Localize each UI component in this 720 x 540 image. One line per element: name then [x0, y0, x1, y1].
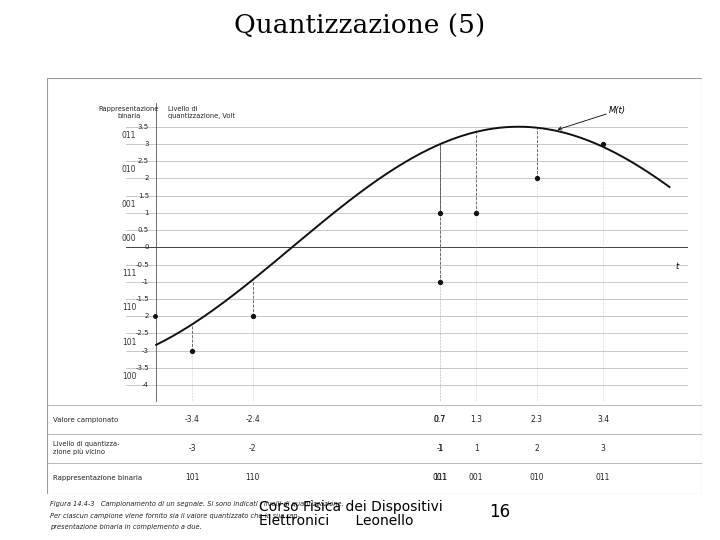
Text: -3: -3 — [189, 444, 197, 453]
Text: -3.4: -3.4 — [185, 415, 200, 424]
Text: 2: 2 — [145, 176, 149, 181]
Text: -3: -3 — [142, 348, 149, 354]
Text: -4: -4 — [142, 382, 149, 388]
Text: 100: 100 — [122, 372, 136, 381]
Text: -2: -2 — [249, 444, 256, 453]
Text: 101: 101 — [122, 338, 136, 347]
Text: -2.4: -2.4 — [246, 415, 260, 424]
Text: t: t — [675, 262, 678, 271]
Text: 2.5: 2.5 — [138, 158, 149, 164]
Text: 2: 2 — [145, 313, 149, 319]
Text: Per ciascun campione viene fornito sia il valore quantizzato che la sua rap-: Per ciascun campione viene fornito sia i… — [50, 512, 300, 518]
Text: -1: -1 — [142, 279, 149, 285]
Text: -2.5: -2.5 — [135, 330, 149, 336]
Text: 101: 101 — [185, 473, 199, 482]
Text: -0.5: -0.5 — [135, 261, 149, 267]
Text: 3: 3 — [145, 141, 149, 147]
Text: 001: 001 — [433, 473, 447, 482]
Text: 3: 3 — [600, 444, 606, 453]
Text: 1.3: 1.3 — [470, 415, 482, 424]
Text: Figura 14.4-3   Campionamento di un segnale. Si sono indicati i livelli di quant: Figura 14.4-3 Campionamento di un segnal… — [50, 501, 344, 507]
Text: Livello di
quantizzazione, Volt: Livello di quantizzazione, Volt — [168, 106, 235, 119]
Text: 16: 16 — [490, 503, 510, 521]
Text: 3.4: 3.4 — [597, 415, 609, 424]
Text: 011: 011 — [122, 131, 136, 140]
Text: Rappresentazione binaria: Rappresentazione binaria — [53, 475, 143, 481]
Text: Quantizzazione (5): Quantizzazione (5) — [235, 14, 485, 38]
Text: 001: 001 — [122, 200, 136, 209]
Text: 011: 011 — [596, 473, 611, 482]
Text: 2: 2 — [534, 444, 539, 453]
Text: 010: 010 — [122, 165, 136, 174]
Text: 1: 1 — [474, 444, 479, 453]
Text: -1: -1 — [436, 444, 444, 453]
Text: Elettronici      Leonello: Elettronici Leonello — [259, 514, 414, 528]
Text: 001: 001 — [469, 473, 484, 482]
Text: Rappresentazione
binaria: Rappresentazione binaria — [99, 106, 159, 119]
Text: -3.5: -3.5 — [135, 365, 149, 371]
Text: 110: 110 — [246, 473, 260, 482]
Text: Corso Fisica dei Dispositivi: Corso Fisica dei Dispositivi — [259, 500, 443, 514]
Text: 1.5: 1.5 — [138, 193, 149, 199]
Text: Livello di quantizza-
zione più vicino: Livello di quantizza- zione più vicino — [53, 441, 120, 455]
Text: 110: 110 — [122, 303, 136, 312]
Text: 010: 010 — [529, 473, 544, 482]
Text: M(t): M(t) — [558, 106, 626, 130]
Text: 0.5: 0.5 — [138, 227, 149, 233]
Text: Valore campionato: Valore campionato — [53, 417, 119, 423]
Text: 111: 111 — [122, 268, 136, 278]
Text: 1: 1 — [438, 444, 442, 453]
Text: 3.5: 3.5 — [138, 124, 149, 130]
Text: -1.5: -1.5 — [135, 296, 149, 302]
Text: 111: 111 — [433, 473, 447, 482]
Text: 2.3: 2.3 — [531, 415, 543, 424]
Text: 1: 1 — [145, 210, 149, 216]
Text: 0.7: 0.7 — [434, 415, 446, 424]
Text: 000: 000 — [122, 234, 136, 243]
Text: 0.7: 0.7 — [434, 415, 446, 424]
Text: presentazione binaria in complemento a due.: presentazione binaria in complemento a d… — [50, 524, 202, 530]
Text: 0: 0 — [145, 244, 149, 250]
